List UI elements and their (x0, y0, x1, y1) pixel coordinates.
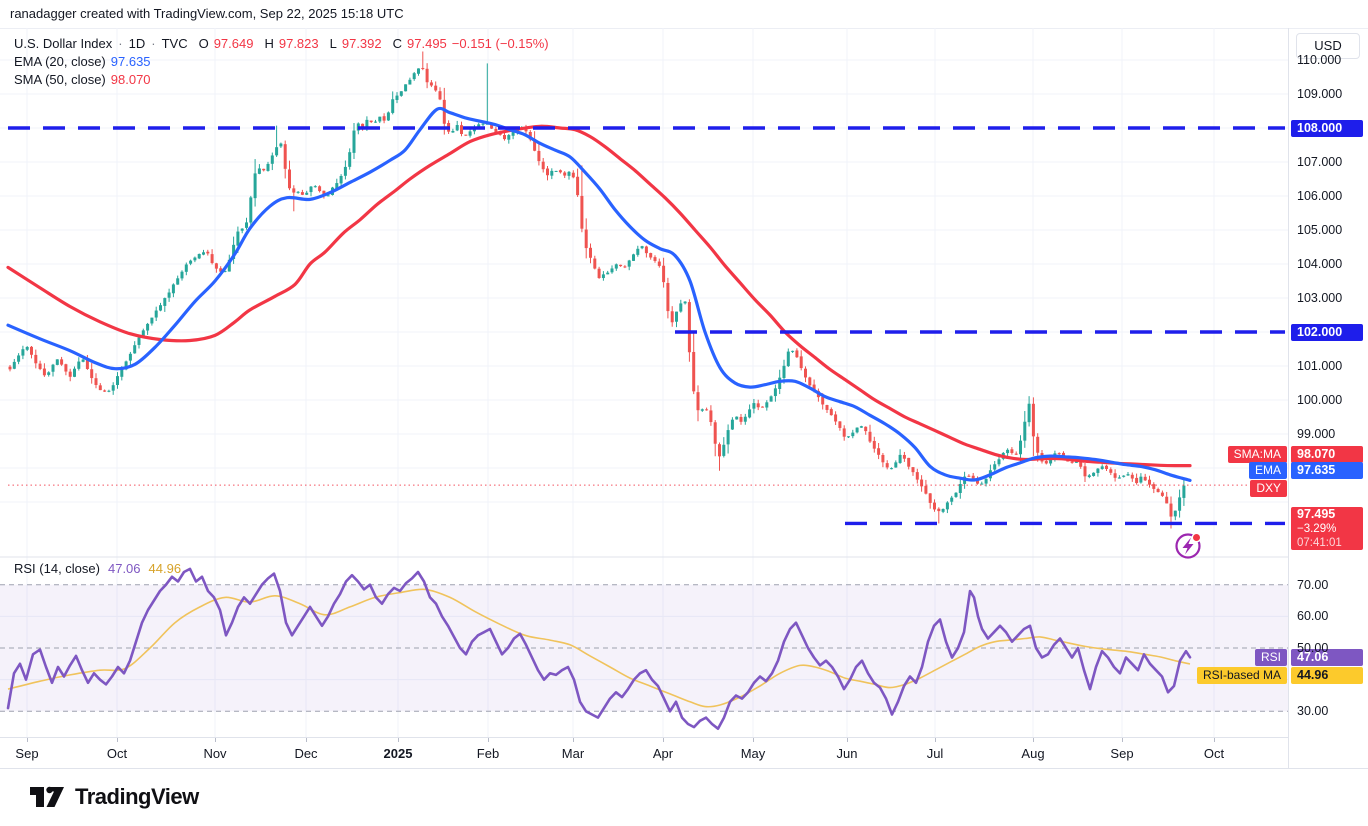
time-axis-month-label: Mar (561, 746, 585, 761)
price-tick-label: 107.000 (1297, 155, 1343, 169)
time-axis-month-label: May (740, 746, 766, 761)
price-tick-label: 106.000 (1297, 189, 1343, 203)
price-tick-label: 105.000 (1297, 223, 1343, 237)
time-axis-tick (306, 738, 307, 742)
currency-toggle-button[interactable]: USD (1296, 33, 1360, 59)
time-axis-tick (573, 738, 574, 742)
price-tick-label: 101.000 (1297, 359, 1343, 373)
time-axis-month-label: Jun (836, 746, 858, 761)
time-axis-tick (488, 738, 489, 742)
price-axis[interactable]: USD 108.000 102.000 98.070 97.635 96.370… (1288, 28, 1368, 768)
time-axis-tick (117, 738, 118, 742)
time-axis-tick (1122, 738, 1123, 742)
ema-indicator-row[interactable]: EMA (20, close) 97.635 (14, 52, 549, 70)
time-axis-month-label: Apr (652, 746, 674, 761)
change-value: −0.151 (−0.15%) (451, 35, 549, 51)
sma-axis-label: 98.070 (1291, 446, 1363, 463)
rsi-tick-label: 70.00 (1297, 577, 1329, 592)
price-tick-label: 104.000 (1297, 257, 1343, 271)
change-percent: −3.29% (1297, 523, 1337, 535)
rsi-indicator-row[interactable]: RSI (14, close) 47.06 44.96 (14, 561, 181, 576)
rsi-value: 47.06 (107, 561, 141, 576)
rsi-series-tag: RSI (1254, 649, 1287, 666)
time-axis-tick (935, 738, 936, 742)
sma-indicator-row[interactable]: SMA (50, close) 98.070 (14, 70, 549, 88)
rsi-ma-value: 44.96 (148, 561, 182, 576)
tradingview-logo-icon (30, 786, 64, 807)
price-tick-label: 110.000 (1297, 53, 1342, 67)
separator-dot: · (118, 35, 123, 51)
bar-countdown: 07:41:01 (1297, 537, 1342, 549)
price-chart-canvas[interactable] (0, 28, 1288, 768)
rsi-ma-axis-label: 44.96 (1291, 667, 1363, 684)
time-axis[interactable]: Sep Oct Nov Dec 2025 Feb Mar Apr May Jun Jul Aug Sep… (0, 737, 1288, 769)
tradingview-logo-text: TradingView (75, 784, 199, 809)
symbol-series-tag: DXY (1250, 480, 1287, 497)
time-axis-month-label: Feb (476, 746, 500, 761)
last-price-value: 97.495 (1297, 507, 1336, 521)
rsi-axis-label: 47.06 (1291, 649, 1363, 666)
attribution-text: ranadagger created with TradingView.com,… (10, 6, 404, 21)
time-axis-tick (1214, 738, 1215, 742)
symbol-title: U.S. Dollar Index (14, 35, 113, 51)
time-axis-month-label: Sep (15, 746, 39, 761)
last-price-axis-label: 97.495 −3.29% 07:41:01 (1291, 507, 1363, 550)
tradingview-logo[interactable]: TradingView (28, 782, 199, 812)
time-axis-tick (1033, 738, 1034, 742)
separator-dot: · (151, 35, 156, 51)
time-axis-tick (847, 738, 848, 742)
time-axis-month-label: Oct (1203, 746, 1225, 761)
time-axis-tick (398, 738, 399, 742)
time-axis-tick (215, 738, 216, 742)
sma-series-tag: SMA:MA (1227, 446, 1287, 463)
time-axis-month-label: Nov (203, 746, 227, 761)
close-key: C (392, 35, 403, 51)
time-axis-month-label: 2025 (383, 746, 413, 761)
symbol-legend: U.S. Dollar Index · 1D · TVC O 97.649 H … (14, 34, 549, 88)
time-axis-month-label: Dec (294, 746, 318, 761)
rsi-tick-label: 50.00 (1297, 641, 1329, 655)
open-key: O (198, 35, 209, 51)
level-108-axis-label: 108.000 (1291, 119, 1363, 137)
symbol-row[interactable]: U.S. Dollar Index · 1D · TVC O 97.649 H … (14, 34, 549, 52)
low-key: L (329, 35, 337, 51)
price-tick-label: 103.000 (1297, 291, 1343, 305)
ema-value: 97.635 (110, 53, 151, 69)
price-tick-label: 100.000 (1297, 393, 1343, 407)
high-key: H (264, 35, 274, 51)
high-value: 97.823 (278, 35, 319, 51)
close-value: 97.495 (407, 35, 447, 51)
flash-icon[interactable] (1175, 532, 1202, 559)
ema-label: EMA (20, close) (14, 53, 106, 69)
price-tick-label: 99.000 (1297, 427, 1336, 441)
exchange-label: TVC (161, 35, 188, 51)
interval-label: 1D (128, 35, 146, 51)
low-value: 97.392 (341, 35, 382, 51)
time-axis-tick (663, 738, 664, 742)
chart-top-border (0, 28, 1368, 29)
bottom-strip (0, 768, 1368, 826)
ema-axis-label: 97.635 (1291, 462, 1363, 479)
price-tick-label: 109.000 (1297, 87, 1343, 101)
rsi-tick-label: 60.00 (1297, 609, 1329, 624)
sma-value: 98.070 (110, 71, 151, 87)
sma-label: SMA (50, close) (14, 71, 106, 87)
rsi-ma-series-tag: RSI-based MA (1196, 667, 1287, 684)
time-axis-month-label: Oct (106, 746, 128, 761)
level-102-axis-label: 102.000 (1291, 323, 1363, 341)
rsi-label: RSI (14, close) (14, 561, 100, 576)
time-axis-tick (27, 738, 28, 742)
time-axis-month-label: Sep (1110, 746, 1134, 761)
rsi-tick-label: 30.00 (1297, 704, 1329, 719)
ema-series-tag: EMA (1248, 462, 1287, 479)
time-axis-month-label: Aug (1021, 746, 1045, 761)
time-axis-tick (753, 738, 754, 742)
open-value: 97.649 (213, 35, 254, 51)
time-axis-month-label: Jul (926, 746, 944, 761)
